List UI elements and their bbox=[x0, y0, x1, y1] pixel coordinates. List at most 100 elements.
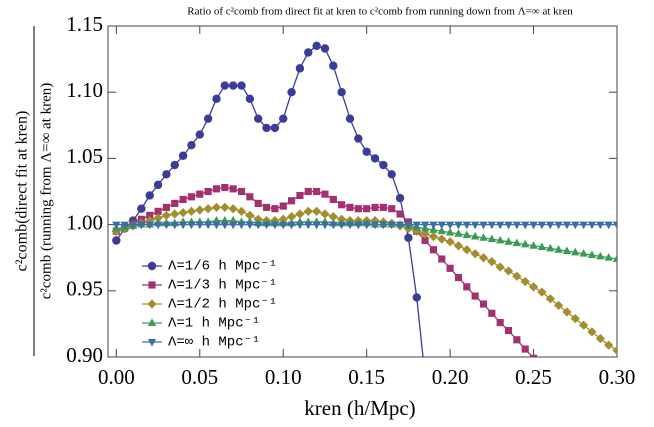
point bbox=[195, 130, 204, 139]
point bbox=[287, 88, 296, 97]
point bbox=[204, 187, 212, 196]
point bbox=[471, 292, 479, 300]
point bbox=[579, 320, 589, 330]
point bbox=[295, 64, 305, 73]
point bbox=[295, 221, 305, 230]
point bbox=[220, 81, 230, 90]
point bbox=[437, 234, 447, 244]
point bbox=[479, 233, 488, 241]
point bbox=[537, 242, 547, 251]
point bbox=[245, 221, 255, 230]
point bbox=[504, 221, 513, 230]
point bbox=[596, 221, 605, 230]
point bbox=[253, 114, 263, 123]
point bbox=[179, 195, 187, 204]
point bbox=[528, 282, 539, 292]
point bbox=[487, 257, 497, 267]
legend-label: Λ=1/6 h Mpc⁻¹ bbox=[168, 259, 277, 275]
point bbox=[154, 207, 162, 215]
point bbox=[421, 373, 429, 381]
point bbox=[147, 299, 157, 309]
point bbox=[187, 140, 196, 150]
point bbox=[153, 221, 163, 230]
point bbox=[228, 81, 238, 90]
point bbox=[236, 206, 247, 216]
point bbox=[120, 221, 129, 230]
point bbox=[462, 221, 472, 230]
legend-label: Λ=1/3 h Mpc⁻¹ bbox=[168, 278, 277, 294]
point bbox=[612, 345, 617, 355]
point bbox=[437, 226, 446, 235]
y-label-numerator: c²comb(direct fit at kren) bbox=[14, 111, 31, 272]
x-tick-label: 0.05 bbox=[181, 365, 218, 389]
point bbox=[520, 276, 530, 287]
point bbox=[579, 221, 588, 230]
point bbox=[479, 221, 488, 230]
point bbox=[512, 221, 522, 230]
point bbox=[246, 193, 254, 201]
legend-label: Λ=∞ h Mpc⁻¹ bbox=[168, 335, 260, 351]
x-tick-label: 0.10 bbox=[265, 365, 302, 389]
point bbox=[545, 294, 555, 304]
y-tick-label: 1.15 bbox=[66, 12, 103, 36]
point bbox=[212, 94, 221, 104]
point bbox=[288, 197, 296, 205]
point bbox=[170, 209, 180, 219]
point bbox=[362, 147, 371, 156]
point bbox=[395, 193, 405, 203]
point bbox=[112, 221, 121, 230]
point bbox=[312, 221, 321, 230]
point bbox=[604, 253, 613, 261]
point bbox=[262, 221, 271, 230]
point bbox=[170, 221, 179, 230]
point bbox=[463, 283, 471, 291]
point bbox=[371, 203, 379, 211]
point bbox=[237, 221, 246, 230]
legend-label: Λ=1/2 h Mpc⁻¹ bbox=[168, 297, 277, 313]
point bbox=[387, 221, 396, 230]
point bbox=[254, 199, 262, 207]
x-tick-label: 0.30 bbox=[599, 365, 636, 389]
point bbox=[221, 183, 229, 192]
point bbox=[488, 309, 496, 317]
point bbox=[454, 273, 463, 282]
point bbox=[553, 300, 564, 310]
point bbox=[412, 293, 421, 302]
point bbox=[470, 249, 480, 259]
point bbox=[396, 210, 404, 218]
point bbox=[604, 340, 614, 350]
point bbox=[228, 221, 238, 230]
point bbox=[328, 212, 338, 222]
point bbox=[203, 204, 213, 214]
point bbox=[562, 307, 572, 317]
point bbox=[504, 326, 513, 335]
point bbox=[237, 187, 246, 196]
point bbox=[237, 81, 246, 90]
point bbox=[320, 44, 330, 53]
point bbox=[286, 212, 297, 222]
point bbox=[412, 221, 421, 230]
point bbox=[329, 221, 338, 230]
point bbox=[147, 339, 157, 347]
point bbox=[445, 227, 455, 236]
point bbox=[379, 221, 388, 230]
point bbox=[604, 221, 613, 230]
point bbox=[362, 221, 371, 230]
point bbox=[404, 221, 413, 230]
point bbox=[503, 266, 514, 276]
point bbox=[370, 154, 380, 163]
point bbox=[270, 221, 280, 230]
point bbox=[462, 230, 472, 239]
point bbox=[504, 237, 513, 245]
point bbox=[279, 114, 288, 123]
point bbox=[562, 221, 572, 230]
point bbox=[195, 205, 205, 215]
point bbox=[428, 231, 439, 242]
point bbox=[495, 235, 505, 244]
point bbox=[554, 245, 563, 253]
y-label-denominator: c²comb (running from Λ=∞ at kren) bbox=[38, 83, 54, 300]
point bbox=[512, 238, 522, 247]
point bbox=[211, 202, 222, 213]
point bbox=[387, 170, 396, 179]
point bbox=[178, 151, 188, 160]
